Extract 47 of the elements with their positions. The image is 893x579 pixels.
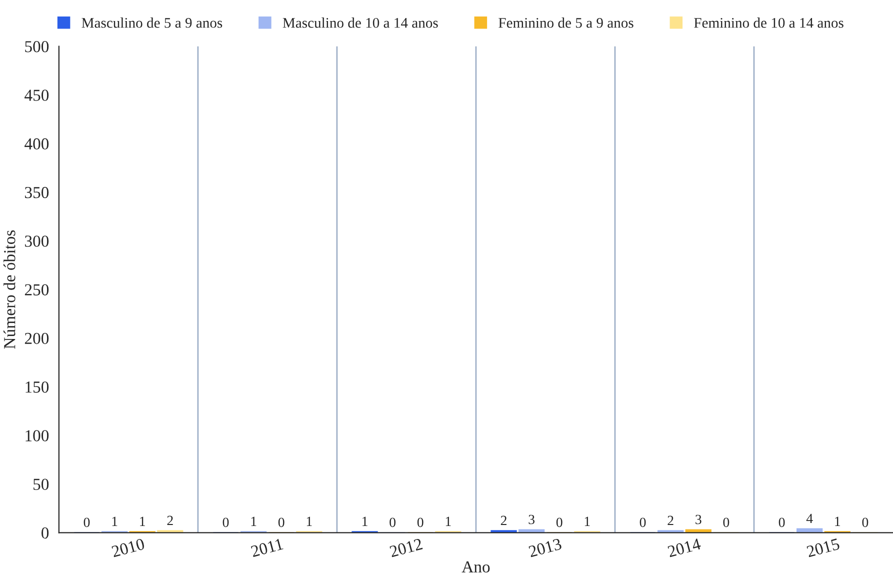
legend-label: Feminino de 10 a 14 anos [694, 18, 844, 28]
y-tick-label: 50 [34, 478, 49, 490]
y-tick-label: 500 [25, 41, 49, 52]
y-axis-title: Número de óbitos [4, 230, 16, 349]
data-label: 4 [806, 514, 813, 524]
y-tick-label: 400 [24, 138, 49, 150]
data-label: 0 [556, 518, 562, 528]
data-label: 1 [835, 516, 840, 526]
x-axis-title: Ano [462, 561, 490, 572]
x-tick-label: 2012 [389, 538, 423, 558]
y-tick-label: 250 [24, 284, 49, 296]
x-tick-label: 2010 [111, 538, 146, 558]
data-label: 1 [362, 516, 368, 526]
data-label: 2 [167, 516, 173, 525]
data-label: 2 [500, 516, 506, 525]
data-label: 0 [278, 518, 284, 528]
data-label: 0 [640, 518, 646, 528]
data-label: 3 [528, 514, 535, 524]
legend-label: Masculino de 5 a 9 anos [82, 18, 222, 28]
data-label: 0 [778, 518, 785, 528]
y-tick-label: 200 [24, 332, 49, 344]
x-tick-label: 2014 [667, 538, 702, 558]
data-label: 0 [862, 518, 868, 528]
data-label: 0 [222, 518, 229, 528]
data-label: 2 [668, 516, 674, 525]
y-tick-label: 450 [24, 90, 49, 101]
y-tick-label: 350 [25, 186, 49, 198]
data-label: 0 [390, 518, 396, 528]
y-tick-label: 300 [25, 236, 49, 247]
x-tick-label: 2015 [806, 538, 840, 558]
data-label: 1 [251, 516, 256, 526]
x-tick-label: 2011 [250, 538, 284, 558]
data-label: 1 [112, 516, 118, 526]
data-label: 1 [306, 516, 312, 526]
y-tick-label: 150 [26, 381, 49, 393]
data-label: 3 [696, 514, 702, 524]
data-label: 1 [584, 516, 590, 526]
data-label: 0 [417, 518, 424, 528]
legend-label: Feminino de 5 a 9 anos [498, 18, 634, 28]
legend-label: Masculino de 10 a 14 anos [282, 18, 438, 28]
data-label: 1 [140, 516, 145, 526]
y-tick-label: 100 [26, 430, 49, 442]
data-label: 0 [723, 518, 730, 528]
x-tick-label: 2013 [528, 538, 562, 558]
data-label: 1 [446, 516, 451, 526]
y-tick-label: 0 [42, 527, 49, 539]
data-label: 0 [84, 518, 90, 528]
